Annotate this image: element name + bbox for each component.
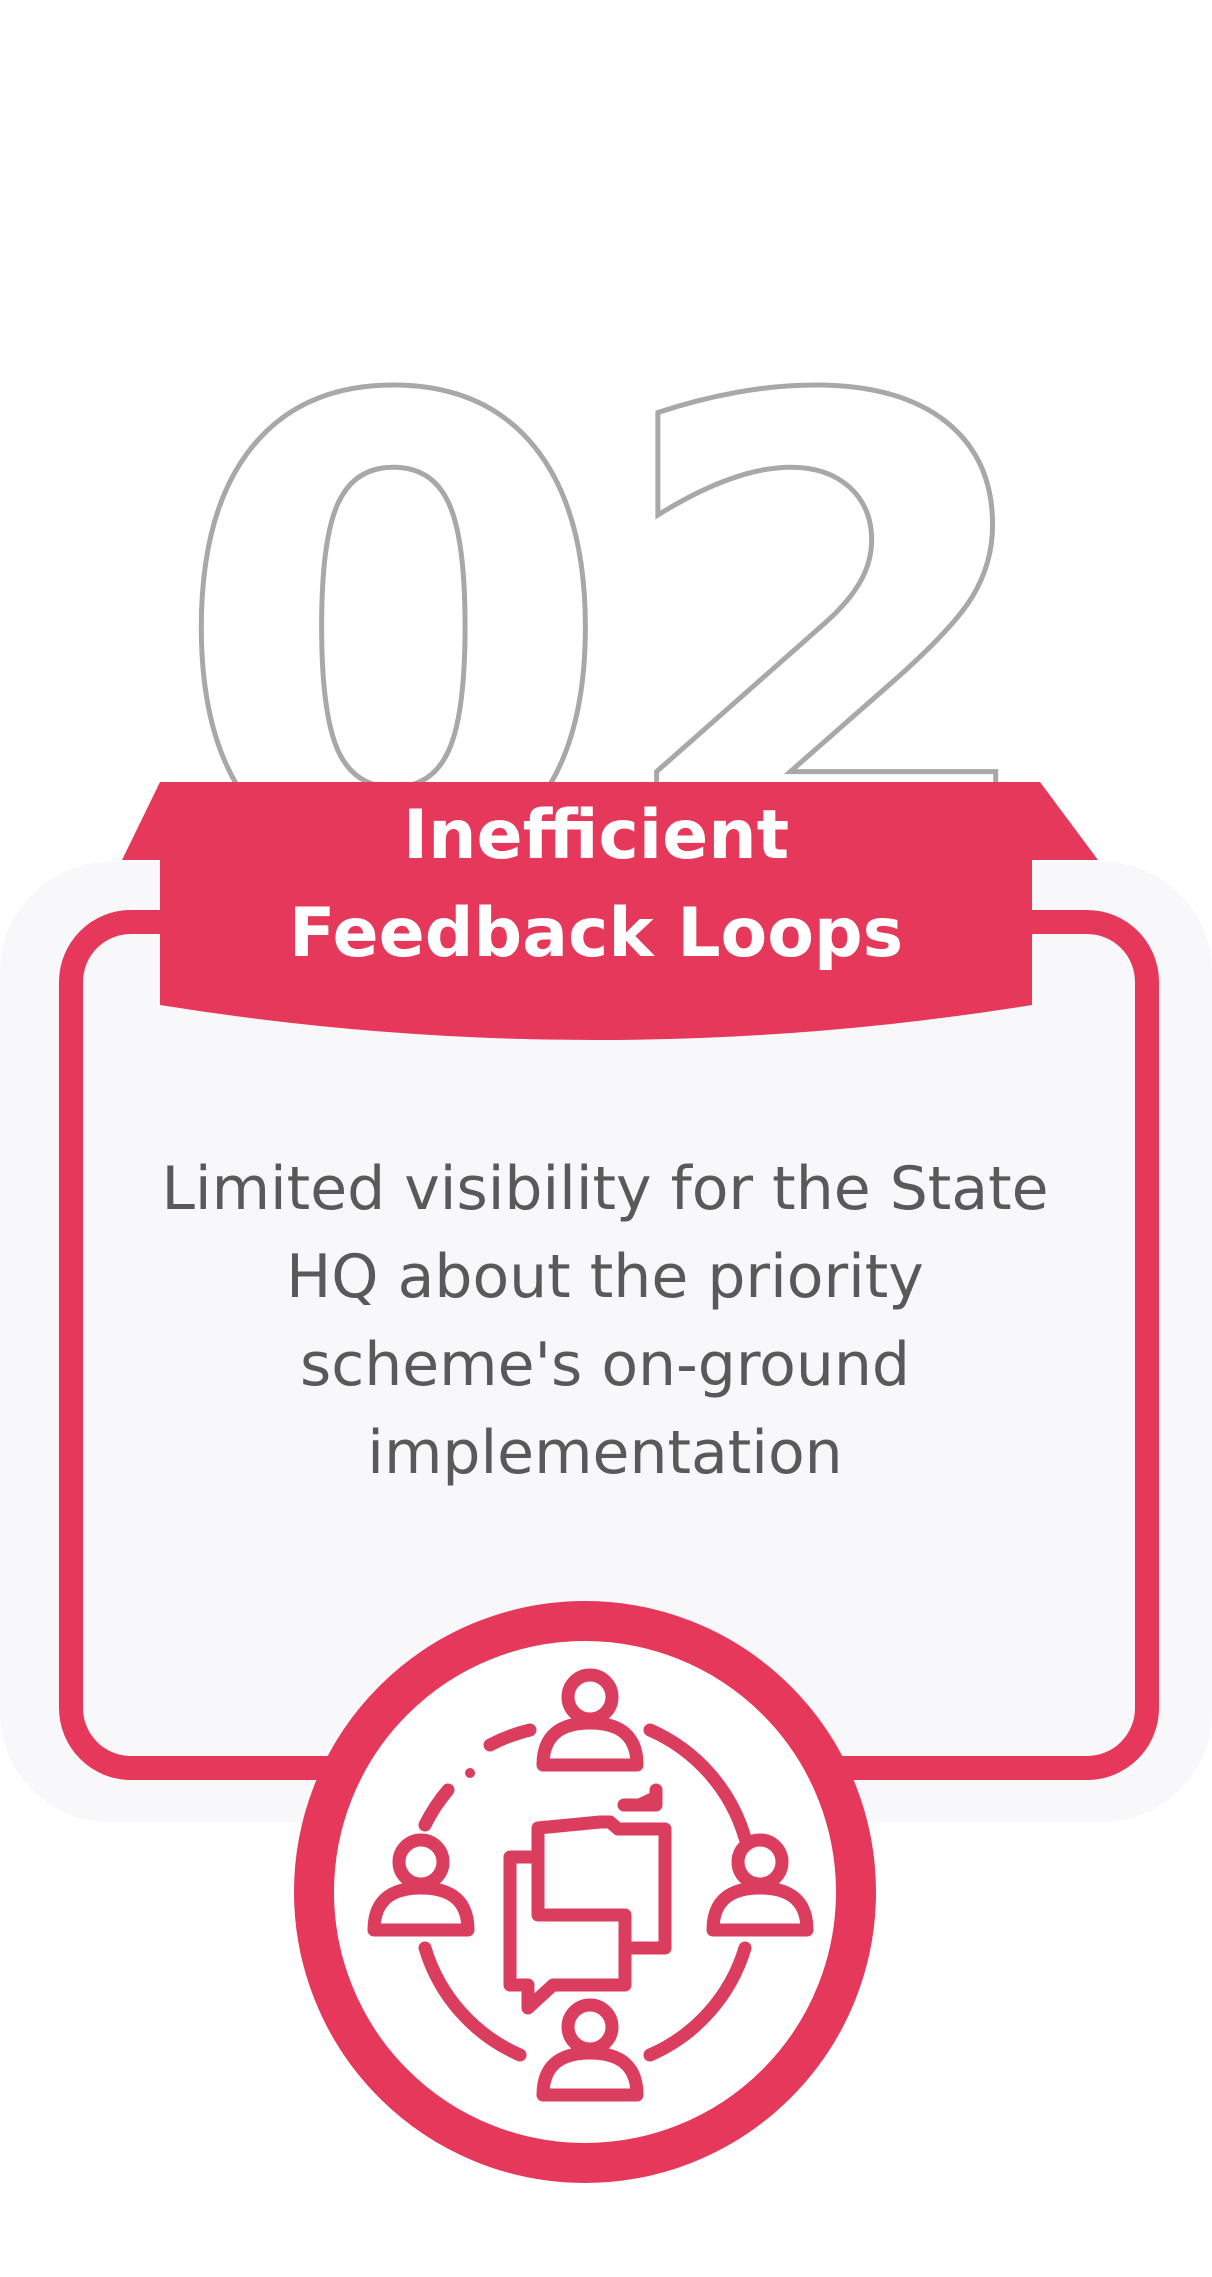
card-description: Limited visibility for the State HQ abou… bbox=[161, 1154, 1049, 1488]
card-title: Inefficient Feedback Loops bbox=[288, 796, 904, 973]
card-panel bbox=[0, 862, 1212, 1822]
icon-badge bbox=[294, 1601, 876, 2183]
team-communication-icon bbox=[367, 1668, 814, 2102]
title-banner bbox=[160, 782, 1032, 1040]
banner-fold-left bbox=[122, 782, 160, 860]
banner-fold-right bbox=[1032, 782, 1098, 860]
